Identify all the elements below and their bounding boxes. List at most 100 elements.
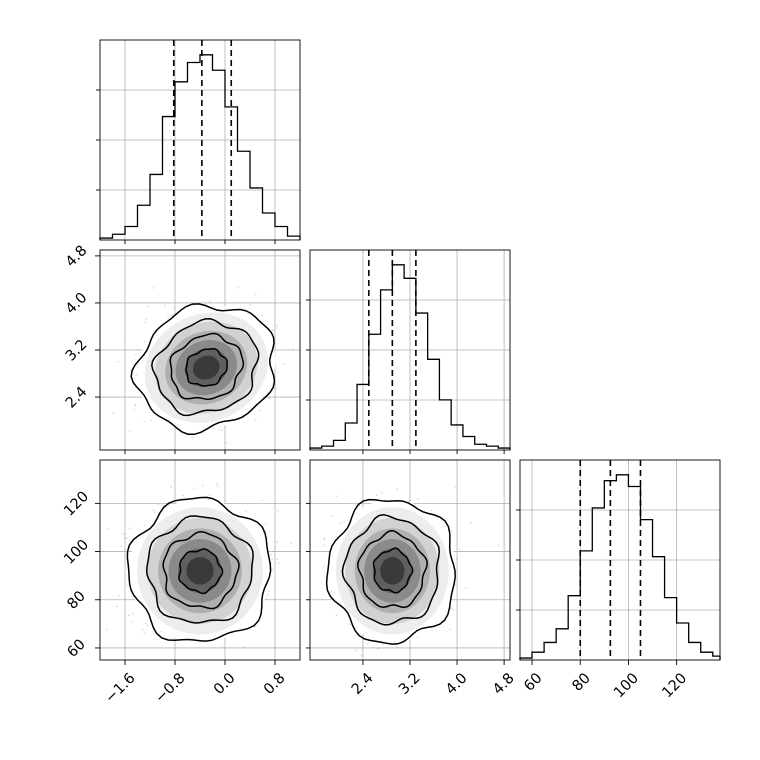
y-tick-label-2-1: 80 xyxy=(65,588,89,612)
scatter-point xyxy=(268,590,270,593)
scatter-point xyxy=(323,544,326,546)
x-tick-label-1-1: 3.2 xyxy=(396,670,424,698)
scatter-point xyxy=(377,647,380,650)
scatter-point xyxy=(367,642,369,645)
x-tick-label-0-2: 0.0 xyxy=(211,670,239,698)
scatter-point xyxy=(160,630,163,633)
scatter-point xyxy=(430,509,433,512)
contour-line-0-1 xyxy=(169,332,245,400)
scatter-point xyxy=(162,504,165,507)
scatter-point xyxy=(225,441,228,444)
scatter-point xyxy=(143,341,146,343)
scatter-point xyxy=(339,522,342,524)
x-tick-label-1-2: 4.0 xyxy=(443,670,471,698)
histogram-panel-0 xyxy=(96,39,301,241)
scatter-point xyxy=(276,558,279,560)
scatter-point xyxy=(157,503,160,506)
panel-frame-1 xyxy=(99,459,301,661)
contour-line-1-3 xyxy=(126,496,272,642)
scatter-point xyxy=(193,304,195,307)
scatter-panel-0-1 xyxy=(99,249,301,451)
scatter-point xyxy=(141,628,144,631)
scatter-point xyxy=(237,286,240,289)
contour-line-0-3 xyxy=(130,303,276,436)
scatter-point xyxy=(245,510,247,513)
scatter-point xyxy=(144,622,147,624)
histogram-frame-0 xyxy=(99,39,301,241)
scatter-point xyxy=(134,404,137,407)
scatter-point xyxy=(173,307,176,310)
scatter-point xyxy=(144,321,146,324)
scatter-point xyxy=(143,631,146,634)
scatter-point xyxy=(221,645,224,648)
density-shade-2-5 xyxy=(380,557,405,585)
scatter-point xyxy=(282,363,285,365)
scatter-point xyxy=(323,537,326,539)
scatter-point xyxy=(323,538,326,541)
scatter-point xyxy=(276,324,278,327)
scatter-point xyxy=(266,594,269,596)
y-tick-label-1-0: 2.4 xyxy=(63,384,91,412)
scatter-point xyxy=(381,662,383,664)
scatter-point xyxy=(116,605,118,608)
scatter-point xyxy=(153,511,156,514)
scatter-point xyxy=(354,649,357,652)
scatter-point xyxy=(118,594,120,597)
histogram-grid-1 xyxy=(310,250,510,450)
scatter-point xyxy=(133,408,136,411)
x-tick-label-2-1: 80 xyxy=(569,670,593,694)
x-tick-label-1-3: 4.8 xyxy=(490,670,518,698)
scatter-point xyxy=(449,628,452,631)
scatter-point xyxy=(127,614,130,617)
scatter-point xyxy=(470,521,472,524)
scatter-point xyxy=(260,314,263,317)
scatter-point xyxy=(135,374,138,377)
y-tick-label-1-2: 4.0 xyxy=(63,290,91,318)
scatter-point xyxy=(163,304,166,307)
scatter-point xyxy=(128,527,131,530)
scatter-point xyxy=(161,504,164,506)
histogram-panel-1 xyxy=(306,249,511,451)
scatter-point xyxy=(331,515,334,517)
scatter-point xyxy=(458,549,461,551)
scatter-point xyxy=(218,428,221,430)
scatter-point xyxy=(134,353,137,356)
scatter-point xyxy=(201,484,204,487)
contour-line-0-0 xyxy=(185,348,228,387)
histogram-panel-2 xyxy=(516,459,721,661)
density-shade-1-5 xyxy=(186,557,214,585)
scatter-point xyxy=(290,542,292,544)
histogram-grid-0 xyxy=(100,40,300,240)
scatter-point xyxy=(336,495,338,498)
scatter-point xyxy=(143,420,146,423)
scatter-point xyxy=(451,607,453,609)
scatter-point xyxy=(152,287,155,289)
scatter-point xyxy=(271,558,274,561)
x-tick-label-2-3: 120 xyxy=(659,670,690,701)
scatter-point xyxy=(117,361,120,363)
scatter-point xyxy=(375,494,378,497)
scatter-point xyxy=(122,532,124,535)
y-tick-label-2-0: 60 xyxy=(65,636,89,660)
scatter-point xyxy=(182,494,185,497)
scatter-point xyxy=(322,565,325,568)
scatter-point xyxy=(120,545,123,548)
scatter-point xyxy=(152,509,155,511)
scatter-point xyxy=(271,329,274,331)
scatter-point xyxy=(258,409,261,412)
scatter-point xyxy=(275,387,278,390)
scatter-point xyxy=(411,647,414,649)
scatter-point xyxy=(191,436,194,439)
scatter-point xyxy=(149,419,152,422)
scatter-point xyxy=(292,348,295,351)
scatter-point xyxy=(396,646,398,648)
scatter-point xyxy=(131,621,134,623)
histogram-outline-2 xyxy=(519,474,721,660)
scatter-point xyxy=(272,329,275,332)
scatter-point xyxy=(168,504,170,506)
contour-line-0-2 xyxy=(151,318,260,417)
scatter-point xyxy=(381,491,383,494)
y-tick-label-1-3: 4.8 xyxy=(63,243,91,271)
y-tick-label-1-1: 3.2 xyxy=(63,337,91,365)
